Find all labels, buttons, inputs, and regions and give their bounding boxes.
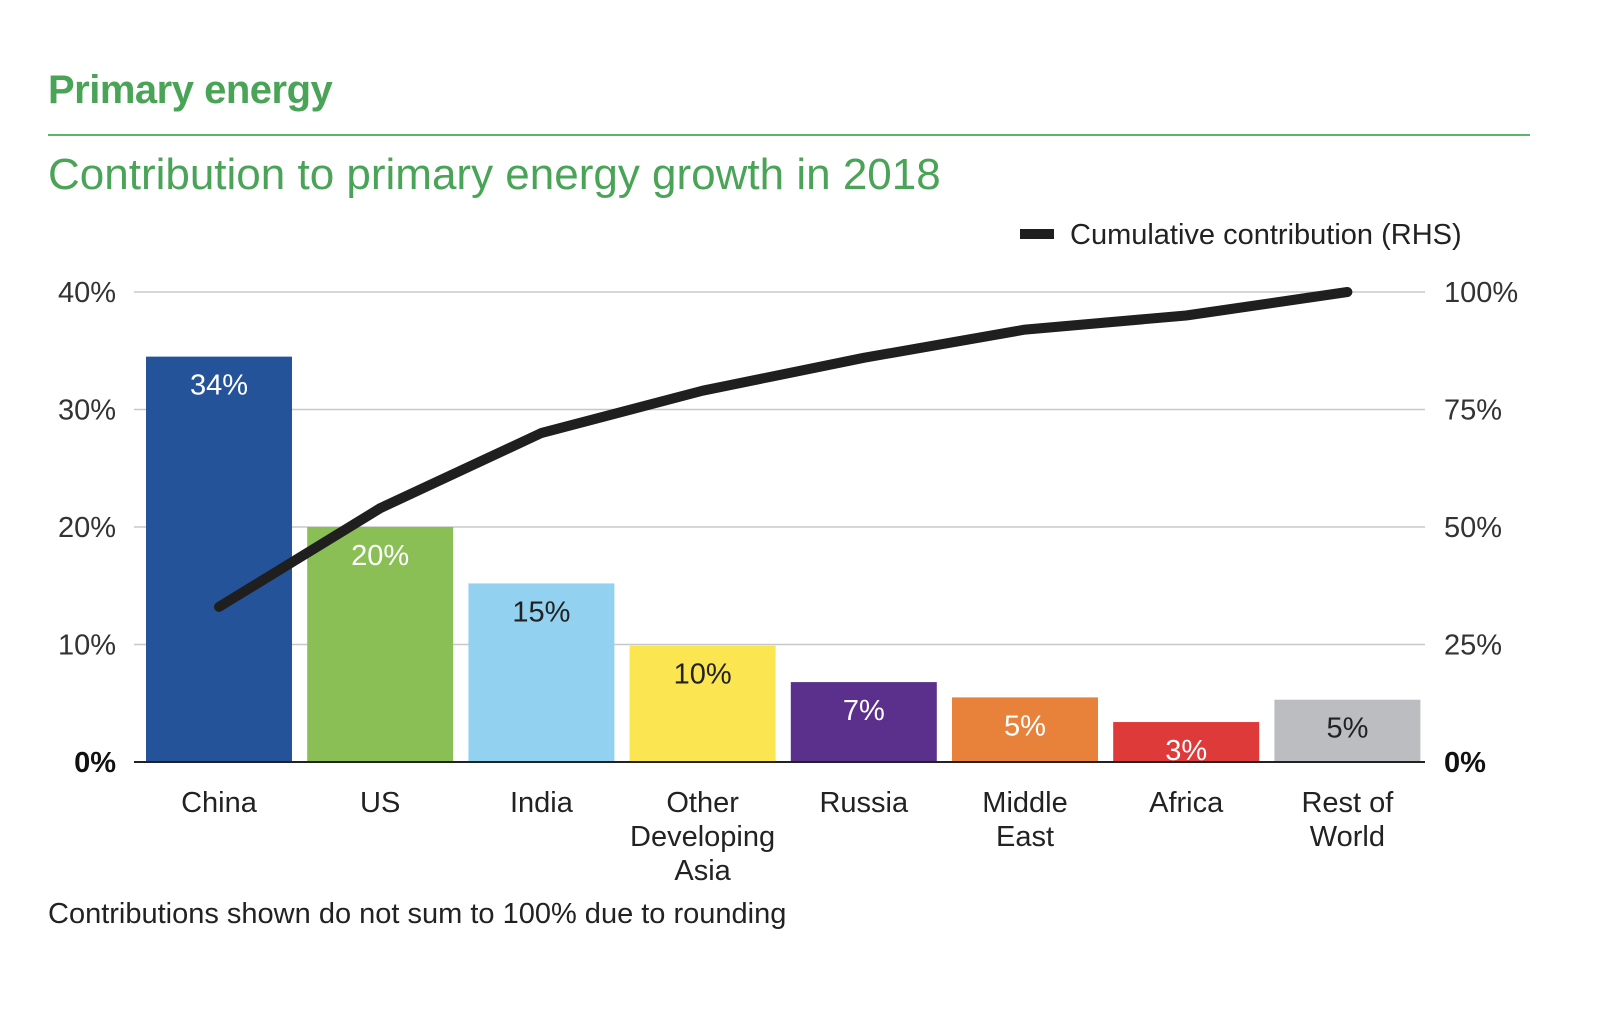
category-label: Africa xyxy=(1149,787,1224,819)
right-tick-label: 0% xyxy=(1444,747,1486,779)
right-tick-label: 100% xyxy=(1444,277,1518,309)
right-tick-label: 50% xyxy=(1444,512,1502,544)
category-label: India xyxy=(510,787,574,819)
bar xyxy=(307,527,454,762)
left-axis-ticks: 0% 10% 20% 30% 40% xyxy=(58,277,116,779)
legend-label: Cumulative contribution (RHS) xyxy=(1070,219,1462,251)
bar-data-label: 20% xyxy=(351,540,409,572)
category-label: Other Developing Asia xyxy=(630,787,775,887)
bar-data-label: 5% xyxy=(1326,713,1368,745)
bar xyxy=(468,583,615,762)
right-tick-label: 75% xyxy=(1444,395,1502,427)
left-tick-label: 0% xyxy=(74,747,116,779)
bars xyxy=(146,356,1421,762)
legend: Cumulative contribution (RHS) xyxy=(1020,219,1462,251)
left-tick-label: 30% xyxy=(58,395,116,427)
bar-data-label: 10% xyxy=(674,659,732,691)
category-label: China xyxy=(181,787,258,819)
right-axis-ticks: 0% 25% 50% 75% 100% xyxy=(1444,277,1518,779)
section-title: Primary energy xyxy=(48,68,333,112)
bar xyxy=(1113,722,1260,762)
category-label: Rest of World xyxy=(1301,787,1394,853)
category-label: Russia xyxy=(819,787,909,819)
bar xyxy=(629,645,776,762)
bar-data-label: 15% xyxy=(512,596,570,628)
cumulative-line xyxy=(214,287,1353,612)
footnote: Contributions shown do not sum to 100% d… xyxy=(48,898,787,930)
category-labels: China US India Other Developing Asia Russia Mid… xyxy=(181,787,1394,887)
left-tick-label: 40% xyxy=(58,277,116,309)
title-divider xyxy=(48,134,1530,136)
bar-data-label: 7% xyxy=(843,695,885,727)
bar xyxy=(146,356,292,762)
left-tick-label: 10% xyxy=(58,630,116,662)
bar xyxy=(1274,699,1421,762)
bar xyxy=(790,682,937,762)
category-label: US xyxy=(360,787,400,819)
cumulative-series-line xyxy=(214,287,1353,612)
category-label: Middle East xyxy=(982,787,1067,853)
left-tick-label: 20% xyxy=(58,512,116,544)
bar-data-label: 34% xyxy=(190,370,248,402)
bar-data-label: 5% xyxy=(1004,710,1046,742)
chart-title: Contribution to primary energy growth in… xyxy=(48,150,941,199)
bar xyxy=(952,697,1098,762)
bar-data-labels: 34%20%15%10%7% 5%3%5% xyxy=(190,370,1368,767)
right-tick-label: 25% xyxy=(1444,630,1502,662)
